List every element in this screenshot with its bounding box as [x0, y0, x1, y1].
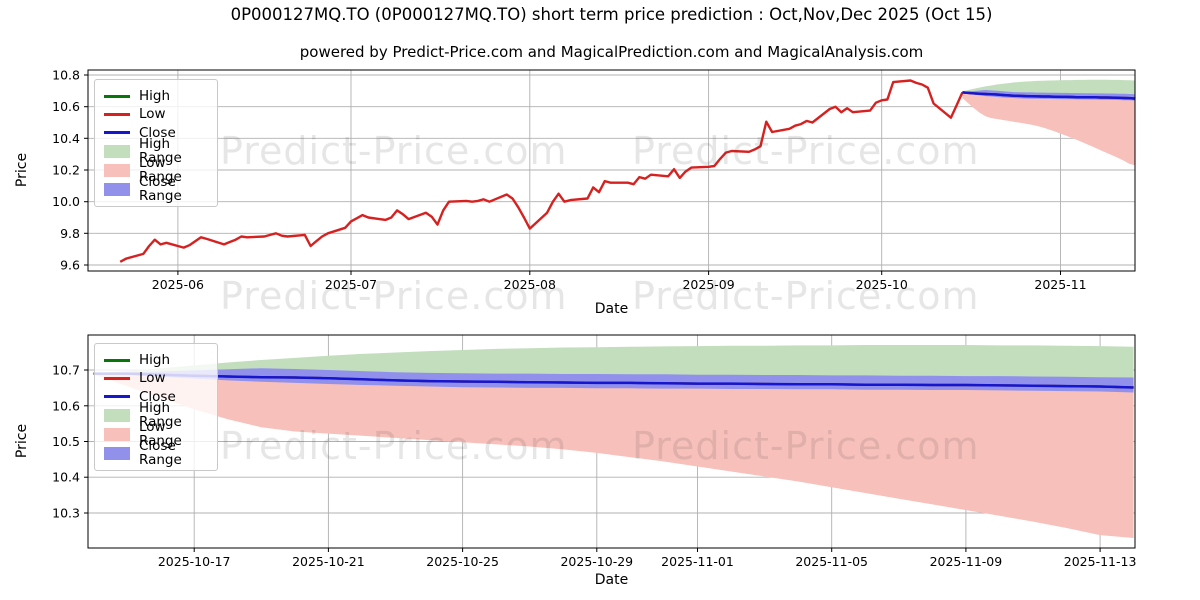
legend-item-close: Close [104, 124, 211, 142]
x-tick-label: 2025-11-01 [661, 554, 734, 569]
tick-labels: 2025-10-17 2025-10-21 2025-10-25 2025-10-29… [52, 363, 1136, 570]
legend-item-low-range: Low Range [104, 156, 211, 184]
legend-item-low: Low [104, 369, 211, 387]
close-line [962, 91, 1136, 100]
low-range-band [962, 92, 1136, 166]
chart-group: 2025-06 2025-07 2025-08 2025-09 2025-10 2025-… [52, 68, 1136, 293]
legend-item-close-range: Close Range [104, 439, 211, 467]
x-tick-label: 2025-10 [856, 277, 908, 292]
legend-swatch-high [104, 94, 130, 98]
legend-item-high-range: High Range [104, 137, 211, 165]
y-tick-label: 10.7 [52, 363, 80, 378]
legend-label: High Range [139, 400, 182, 431]
legend-label: Close Range [139, 174, 182, 205]
close-line [93, 372, 1134, 389]
x-tick-label: 2025-09 [682, 277, 734, 292]
legend-label: Low [139, 106, 166, 123]
y-tick-label: 10.6 [52, 398, 80, 413]
x-tick-label: 2025-10-21 [292, 554, 365, 569]
legend-label: High [139, 88, 171, 105]
legend-item-low: Low [104, 105, 211, 123]
y-tick-label: 10.3 [52, 506, 80, 521]
legend-swatch-high-range [104, 144, 130, 158]
bottom-date-axis-label: Date [594, 572, 629, 588]
legend-swatch-low-range [104, 163, 130, 177]
y-tick-label: 10.6 [52, 99, 80, 114]
legend-swatch-close-range [104, 182, 130, 196]
bottom-chart-legend: High Low Close High Range Low Range Close Ran… [94, 343, 218, 471]
low-history-line [119, 79, 964, 263]
legend-swatch-low-range [104, 427, 130, 441]
y-tick-label: 10.8 [52, 68, 80, 83]
legend-item-close: Close [104, 388, 211, 406]
top-chart-legend: High Low Close High Range Low Range Close Ran… [94, 79, 218, 207]
x-tick-label: 2025-11 [1034, 277, 1086, 292]
y-tick-label: 10.5 [52, 434, 80, 449]
legend-item-low-range: Low Range [104, 420, 211, 448]
close-range-band [93, 368, 1134, 393]
y-tick-label: 10.4 [52, 131, 80, 146]
y-tick-label: 9.8 [60, 226, 80, 241]
x-tick-label: 2025-10-17 [158, 554, 231, 569]
x-tick-label: 2025-11-09 [930, 554, 1003, 569]
tick-labels: 2025-06 2025-07 2025-08 2025-09 2025-10 2025-… [52, 68, 1086, 293]
legend-label: High [139, 352, 171, 369]
legend-label: Low Range [139, 155, 182, 186]
x-tick-label: 2025-06 [152, 277, 204, 292]
x-tick-label: 2025-08 [504, 277, 556, 292]
legend-swatch-low [104, 376, 130, 380]
legend-label: Close [139, 124, 176, 141]
top-date-axis-label: Date [594, 301, 629, 317]
bottom-price-axis-label: Price [14, 423, 30, 459]
x-tick-label: 2025-11-13 [1064, 554, 1137, 569]
y-tick-label: 10.4 [52, 470, 80, 485]
legend-swatch-high [104, 358, 130, 362]
legend-item-close-range: Close Range [104, 175, 211, 203]
low-range-band [93, 373, 1134, 538]
y-tick-label: 9.6 [60, 258, 80, 273]
legend-item-high-range: High Range [104, 401, 211, 429]
y-tick-label: 10.2 [52, 163, 80, 178]
legend-swatch-low [104, 112, 130, 116]
legend-swatch-close [104, 395, 130, 399]
x-tick-label: 2025-11-05 [795, 554, 868, 569]
legend-label: Close [139, 388, 176, 405]
y-tick-label: 10.0 [52, 194, 80, 209]
legend-swatch-high-range [104, 408, 130, 422]
legend-item-high: High [104, 351, 211, 369]
legend-label: High Range [139, 136, 182, 167]
legend-swatch-close [104, 131, 130, 135]
x-tick-label: 2025-07 [325, 277, 377, 292]
legend-item-high: High [104, 87, 211, 105]
figure-title: 0P000127MQ.TO (0P000127MQ.TO) short term… [230, 5, 993, 24]
legend-swatch-close-range [104, 446, 130, 460]
legend-label: Low Range [139, 419, 182, 450]
x-tick-label: 2025-10-25 [426, 554, 499, 569]
top-price-axis-label: Price [14, 152, 30, 188]
legend-label: Close Range [139, 438, 182, 469]
chart-group: 2025-10-17 2025-10-21 2025-10-25 2025-10-29… [52, 334, 1136, 570]
x-tick-label: 2025-10-29 [560, 554, 633, 569]
legend-label: Low [139, 370, 166, 387]
figure-subtitle: powered by Predict-Price.com and Magical… [299, 43, 924, 61]
